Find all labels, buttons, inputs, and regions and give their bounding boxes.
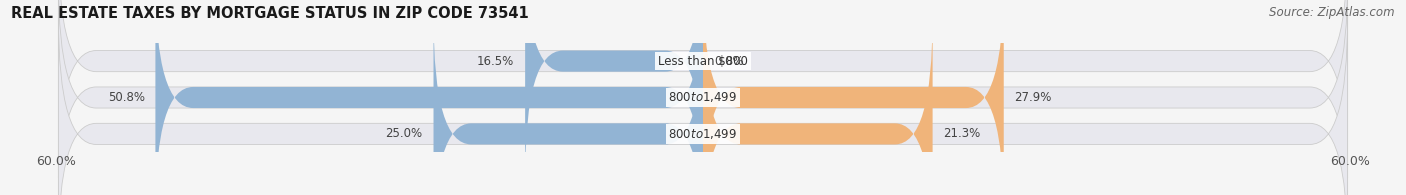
- Text: 16.5%: 16.5%: [477, 55, 515, 68]
- FancyBboxPatch shape: [59, 0, 1347, 195]
- FancyBboxPatch shape: [433, 17, 703, 195]
- FancyBboxPatch shape: [59, 0, 1347, 178]
- Text: $800 to $1,499: $800 to $1,499: [668, 90, 738, 105]
- Text: Less than $800: Less than $800: [658, 55, 748, 68]
- Text: 0.0%: 0.0%: [714, 55, 744, 68]
- Text: 50.8%: 50.8%: [108, 91, 145, 104]
- Legend: Without Mortgage, With Mortgage: Without Mortgage, With Mortgage: [575, 191, 831, 195]
- FancyBboxPatch shape: [156, 0, 703, 195]
- FancyBboxPatch shape: [526, 0, 703, 178]
- FancyBboxPatch shape: [703, 17, 932, 195]
- Text: 21.3%: 21.3%: [943, 127, 980, 140]
- Text: REAL ESTATE TAXES BY MORTGAGE STATUS IN ZIP CODE 73541: REAL ESTATE TAXES BY MORTGAGE STATUS IN …: [11, 6, 529, 21]
- Text: Source: ZipAtlas.com: Source: ZipAtlas.com: [1270, 6, 1395, 19]
- FancyBboxPatch shape: [703, 0, 1004, 195]
- Text: 25.0%: 25.0%: [385, 127, 423, 140]
- Text: $800 to $1,499: $800 to $1,499: [668, 127, 738, 141]
- FancyBboxPatch shape: [59, 17, 1347, 195]
- Text: 27.9%: 27.9%: [1015, 91, 1052, 104]
